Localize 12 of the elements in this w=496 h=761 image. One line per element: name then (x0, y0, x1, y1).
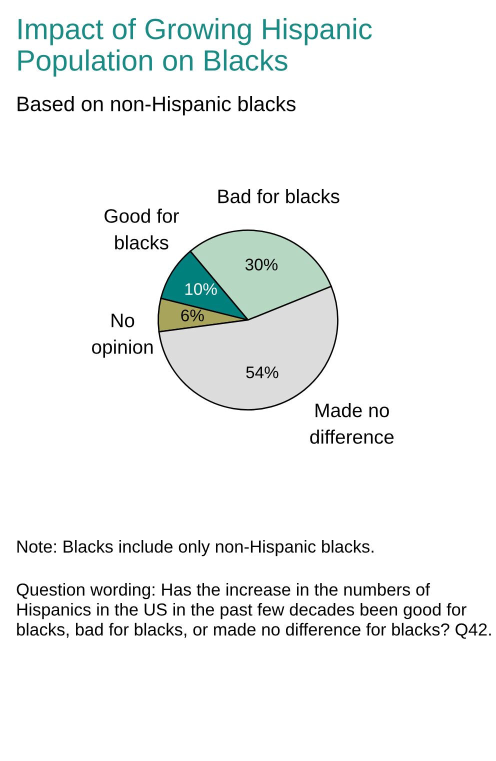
chart-subtitle: Based on non-Hispanic blacks (18, 96, 296, 116)
text: Question wording: Has the increase in the numbers of Hispanics in the US in the past few decades been good for blacks, bad for blacks, or made no difference for blacks? Q42. (16, 583, 491, 639)
slice-label: Good for blacks (104, 208, 179, 250)
slice-label: Made no difference (310, 402, 394, 444)
text: Note: Blacks include only non-Hispanic blacks. (17, 540, 374, 556)
slice-label: No opinion (92, 314, 153, 358)
data-label: 6% (181, 310, 204, 322)
slice-label: Bad for blacks (218, 189, 340, 204)
data-label: 30% (245, 258, 278, 270)
data-label: 54% (246, 366, 278, 378)
data-label: 10% (185, 283, 217, 295)
chart-title: Impact of Growing Hispanic Population on Blacks (18, 18, 372, 77)
